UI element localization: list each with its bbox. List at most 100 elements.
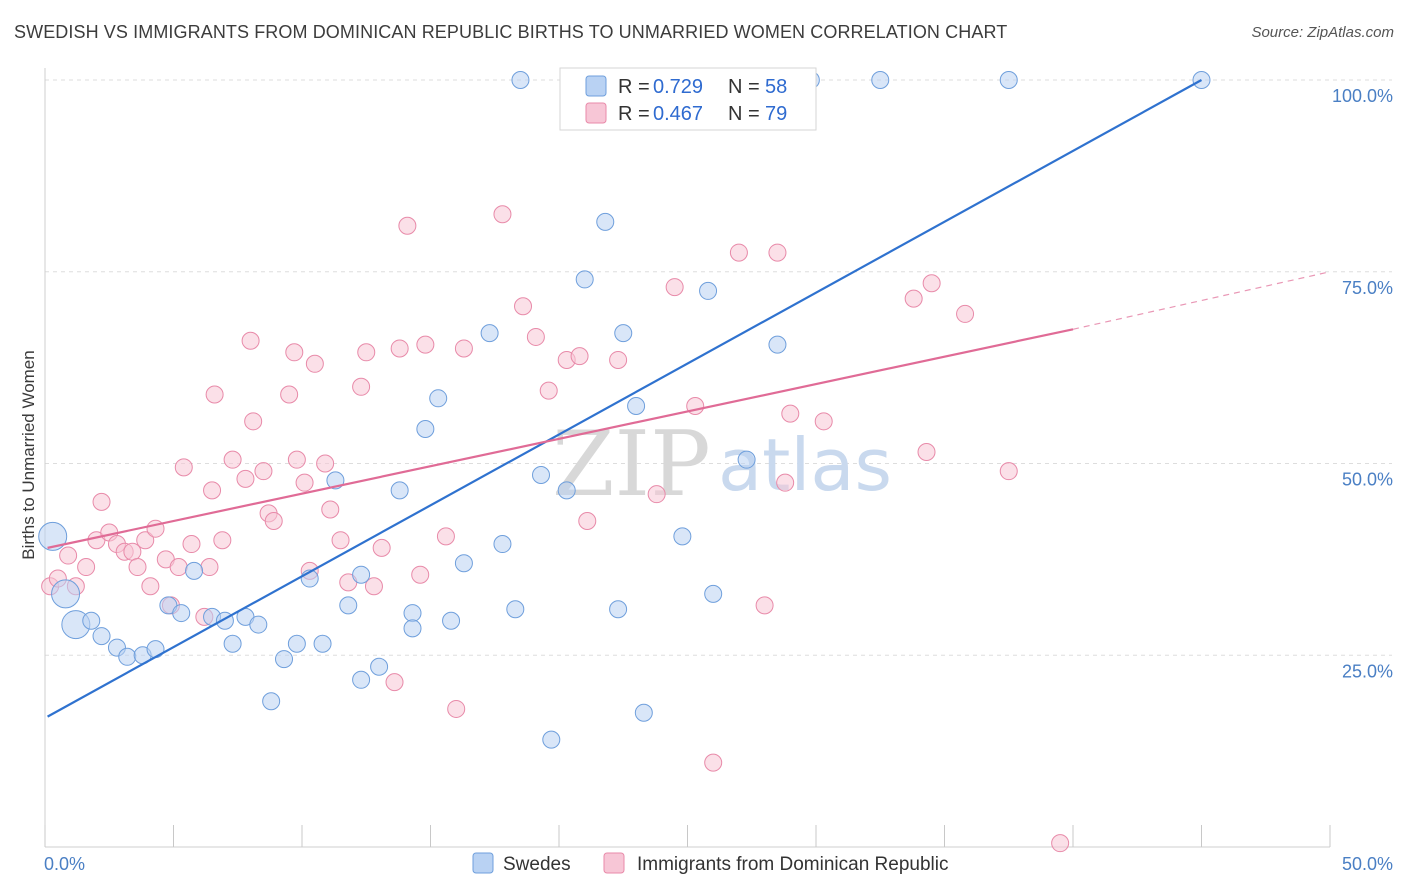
immigrants-point-53 xyxy=(454,339,473,358)
immigrants-point-56 xyxy=(526,327,545,346)
immigrants-trend-line xyxy=(47,328,1074,549)
immigrants-point-75 xyxy=(956,304,975,323)
swedes-point-36 xyxy=(506,600,525,619)
immigrants-point-45 xyxy=(372,538,391,557)
immigrants-point-19 xyxy=(182,535,201,554)
immigrants-point-35 xyxy=(295,473,314,492)
legend-r-label-1: R = xyxy=(618,76,650,98)
swedes-point-37 xyxy=(511,71,530,89)
immigrants-point-70 xyxy=(781,404,800,423)
immigrants-point-54 xyxy=(493,205,512,224)
swedes-point-32 xyxy=(442,611,461,630)
immigrants-point-38 xyxy=(316,454,335,473)
swedes-point-50 xyxy=(737,450,756,469)
swedes-point-3 xyxy=(82,611,101,630)
immigrants-point-39 xyxy=(321,500,340,519)
x-tick-label-0: 0.0% xyxy=(44,854,85,874)
bottom-legend-swatch-immigrants xyxy=(603,852,625,874)
immigrants-point-63 xyxy=(665,278,684,297)
swedes-point-0 xyxy=(38,521,68,551)
swedes-point-48 xyxy=(699,281,718,300)
immigrants-point-52 xyxy=(447,699,466,718)
swedes-point-42 xyxy=(596,212,615,231)
swedes-point-18 xyxy=(275,650,294,669)
swedes-point-14 xyxy=(223,634,242,653)
immigrants-point-21 xyxy=(200,558,219,577)
swedes-point-43 xyxy=(609,600,628,619)
swedes-point-6 xyxy=(118,647,137,666)
immigrants-point-66 xyxy=(729,243,748,262)
immigrants-point-72 xyxy=(904,289,923,308)
swedes-point-11 xyxy=(185,561,204,580)
legend-n-value-2: 79 xyxy=(765,103,787,125)
immigrants-point-67 xyxy=(755,596,774,615)
immigrants-point-42 xyxy=(352,377,371,396)
swedes-point-16 xyxy=(249,615,268,634)
y-tick-label-3: 100.0% xyxy=(1332,86,1393,106)
y-axis-label: Births to Unmarried Women xyxy=(19,350,38,559)
swedes-point-24 xyxy=(352,670,371,689)
chart-title: SWEDISH VS IMMIGRANTS FROM DOMINICAN REP… xyxy=(14,22,1008,42)
immigrants-point-2 xyxy=(59,546,78,565)
immigrants-point-33 xyxy=(285,343,304,362)
immigrants-point-13 xyxy=(141,577,160,596)
series-immigrants-points xyxy=(41,205,1070,853)
x-tick-label-1: 50.0% xyxy=(1342,854,1393,874)
immigrants-point-27 xyxy=(241,331,260,350)
legend-swatch-swedes xyxy=(585,75,607,97)
swedes-point-41 xyxy=(575,270,594,289)
immigrants-point-71 xyxy=(814,412,833,431)
watermark-zip: ZIP xyxy=(552,412,711,517)
swedes-point-17 xyxy=(262,692,281,711)
legend-r-label-2: R = xyxy=(618,103,650,125)
immigrants-point-65 xyxy=(704,753,723,772)
immigrants-point-59 xyxy=(570,347,589,366)
swedes-point-33 xyxy=(454,554,473,573)
swedes-point-30 xyxy=(416,419,435,438)
immigrants-point-24 xyxy=(213,531,232,550)
swedes-point-29 xyxy=(403,619,422,638)
swedes-point-25 xyxy=(352,565,371,584)
immigrants-point-73 xyxy=(917,442,936,461)
swedes-trend-line xyxy=(47,79,1203,718)
swedes-point-21 xyxy=(313,634,332,653)
immigrants-point-43 xyxy=(357,343,376,362)
grid-lines xyxy=(45,79,1392,656)
immigrants-point-76 xyxy=(999,462,1018,481)
bottom-legend-swatch-swedes xyxy=(472,852,494,874)
immigrants-point-57 xyxy=(539,381,558,400)
immigrants-point-62 xyxy=(647,485,666,504)
immigrants-point-68 xyxy=(768,243,787,262)
immigrants-point-4 xyxy=(77,558,96,577)
swedes-point-35 xyxy=(493,535,512,554)
swedes-point-52 xyxy=(768,335,787,354)
immigrants-point-55 xyxy=(514,297,533,316)
source-label: Source: ZipAtlas.com xyxy=(1251,24,1394,41)
immigrants-point-12 xyxy=(136,531,155,550)
immigrants-point-37 xyxy=(305,354,324,373)
immigrants-point-49 xyxy=(411,565,430,584)
immigrants-point-60 xyxy=(578,512,597,531)
immigrants-point-32 xyxy=(280,385,299,404)
immigrants-point-22 xyxy=(203,481,222,500)
swedes-point-4 xyxy=(92,627,111,646)
immigrants-point-48 xyxy=(398,216,417,235)
immigrants-point-40 xyxy=(331,531,350,550)
legend-r-value-1: 0.729 xyxy=(653,76,703,98)
y-tick-label-0: 25.0% xyxy=(1342,661,1393,681)
axes xyxy=(44,68,1331,848)
legend-n-label-2: N = xyxy=(728,103,760,125)
immigrants-point-69 xyxy=(776,473,795,492)
swedes-point-10 xyxy=(172,604,191,623)
immigrants-point-18 xyxy=(174,458,193,477)
legend-r-value-2: 0.467 xyxy=(653,103,703,125)
immigrants-point-74 xyxy=(922,274,941,293)
swedes-point-45 xyxy=(627,396,646,415)
immigrants-trend-line-extension xyxy=(1072,271,1331,330)
swedes-point-44 xyxy=(614,324,633,343)
immigrants-point-34 xyxy=(287,450,306,469)
bottom-legend-swedes: Swedes xyxy=(503,854,571,875)
immigrants-point-46 xyxy=(385,673,404,692)
legend-n-value-1: 58 xyxy=(765,76,787,98)
